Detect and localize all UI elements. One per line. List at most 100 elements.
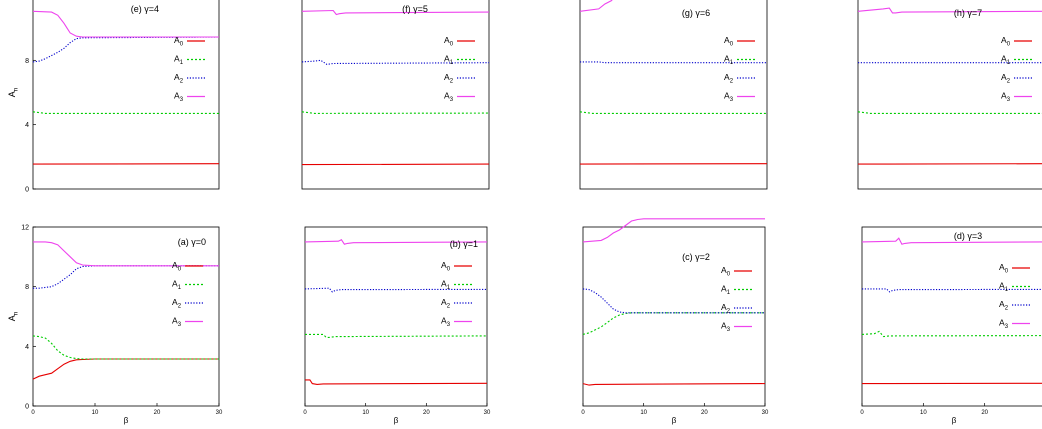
legend-entry-label: A1 bbox=[172, 279, 182, 292]
legend-entry-label: A0 bbox=[1001, 35, 1011, 48]
legend-entry-label: A2 bbox=[172, 297, 181, 310]
series-line-a0 bbox=[305, 379, 488, 385]
legend-entry-label: A0 bbox=[999, 262, 1009, 275]
x-tick-label: 10 bbox=[362, 410, 369, 416]
legend-entry-label: A2 bbox=[1001, 72, 1010, 85]
series-line-a1 bbox=[32, 111, 219, 114]
x-tick-label: 20 bbox=[701, 410, 708, 416]
series-line-a1 bbox=[301, 111, 490, 114]
y-tick-label: 12 bbox=[21, 0, 29, 1]
y-tick-label: 8 bbox=[25, 284, 29, 291]
series-line-a2 bbox=[301, 59, 490, 65]
legend-entry-label: A1 bbox=[1001, 54, 1011, 67]
series-line-a3 bbox=[582, 218, 765, 243]
panel-2: (f) γ=5 A0 A1 A2 A3 bbox=[301, 0, 490, 190]
panel-title: (g) γ=6 bbox=[682, 8, 710, 18]
series-line-a3 bbox=[304, 238, 488, 245]
legend: A0 A1 A2 A3 bbox=[724, 35, 755, 103]
legend-entry-label: A3 bbox=[724, 91, 734, 104]
series-line-a2 bbox=[304, 287, 488, 293]
series-line-a1 bbox=[305, 333, 488, 338]
series-line-a3 bbox=[32, 10, 219, 38]
legend-entry-label: A1 bbox=[721, 284, 731, 297]
plot-frame bbox=[857, 0, 1042, 190]
legend: A0 A1 A2 A3 bbox=[1001, 35, 1032, 103]
x-tick-label: 30 bbox=[216, 410, 223, 416]
legend-entry-label: A2 bbox=[441, 297, 450, 310]
legend-entry-label: A1 bbox=[444, 54, 454, 67]
series-line-a1 bbox=[861, 330, 1042, 338]
series-line-a1 bbox=[32, 335, 219, 360]
series-line-a3 bbox=[301, 9, 490, 16]
legend-entry-label: A2 bbox=[724, 72, 733, 85]
series-line-a1 bbox=[857, 111, 1042, 114]
legend-entry-label: A1 bbox=[724, 54, 734, 67]
series-line-a1 bbox=[582, 312, 765, 335]
legend-entry-label: A3 bbox=[441, 316, 451, 329]
series-line-a2 bbox=[33, 265, 219, 289]
series-line-a3 bbox=[857, 7, 1042, 14]
panel-3: (g) γ=6 A0 A1 A2 A3 bbox=[579, 0, 768, 190]
panel-4: (h) γ=7 A0 A1 A2 A3 bbox=[857, 0, 1042, 190]
x-tick-label: 0 bbox=[303, 410, 307, 416]
series-line-a1 bbox=[579, 111, 767, 114]
legend: A0 A1 A2 A3 bbox=[721, 265, 752, 333]
panel-title: (b) γ=1 bbox=[450, 239, 478, 249]
y-tick-label: 0 bbox=[25, 187, 29, 194]
panel-title: (a) γ=0 bbox=[178, 237, 206, 247]
panel-7: 0 10 20 30 β (c) γ=2 A0 A1 A2 A3 bbox=[581, 218, 769, 425]
legend-entry-label: A2 bbox=[999, 299, 1008, 312]
series-line-a3 bbox=[579, 0, 613, 12]
x-tick-label: 0 bbox=[581, 410, 585, 416]
plot-frame bbox=[32, 0, 220, 190]
x-tick-label: 20 bbox=[981, 410, 988, 416]
panel-5: 0 4 8 12 0 10 20 30 β An (a) γ=0 A0 A1 A2 A3 bbox=[7, 225, 223, 426]
legend-entry-label: A1 bbox=[999, 281, 1009, 294]
plot-frame bbox=[304, 226, 488, 407]
plot-frame bbox=[32, 226, 220, 407]
x-axis-label: β bbox=[952, 416, 957, 425]
x-axis-label: β bbox=[124, 416, 129, 425]
y-tick-label: 0 bbox=[25, 404, 29, 411]
x-tick-label: 0 bbox=[860, 410, 864, 416]
series-line-a2 bbox=[580, 61, 767, 64]
x-tick-label: 0 bbox=[31, 410, 35, 416]
plot-frame bbox=[301, 0, 490, 190]
legend: A0 A1 A2 A3 bbox=[999, 262, 1030, 330]
series-line-a3 bbox=[861, 237, 1042, 245]
y-tick-label: 8 bbox=[25, 58, 29, 65]
series-line-a3 bbox=[33, 241, 219, 267]
x-tick-label: 30 bbox=[484, 410, 491, 416]
series-line-a0 bbox=[582, 383, 766, 386]
legend-entry-label: A3 bbox=[721, 321, 731, 334]
legend-entry-label: A0 bbox=[172, 260, 182, 273]
legend-entry-label: A3 bbox=[999, 318, 1009, 331]
y-tick-label: 4 bbox=[25, 344, 29, 351]
legend-entry-label: A3 bbox=[444, 91, 454, 104]
x-tick-label: 10 bbox=[92, 410, 99, 416]
legend: A0 A1 A2 A3 bbox=[174, 35, 205, 103]
legend-entry-label: A0 bbox=[721, 265, 731, 278]
panel-title: (d) γ=3 bbox=[954, 231, 982, 241]
series-line-a2 bbox=[862, 288, 1042, 293]
x-tick-label: 20 bbox=[154, 410, 161, 416]
panel-1: 0 4 8 12 An (e) γ=4 A0 A1 A2 A3 bbox=[7, 0, 220, 194]
plot-frame bbox=[579, 0, 768, 190]
panel-title: (e) γ=4 bbox=[131, 4, 159, 14]
legend: A0 A1 A2 A3 bbox=[441, 260, 472, 328]
series-line-a0 bbox=[32, 358, 219, 380]
x-tick-label: 30 bbox=[762, 410, 769, 416]
legend-entry-label: A3 bbox=[1001, 91, 1011, 104]
legend: A0 A1 A2 A3 bbox=[444, 35, 475, 103]
legend-entry-label: A3 bbox=[172, 316, 182, 329]
panel-6: 0 10 20 30 β (b) γ=1 A0 A1 A2 A3 bbox=[303, 226, 491, 425]
x-tick-label: 10 bbox=[920, 410, 927, 416]
legend-entry-label: A2 bbox=[174, 72, 183, 85]
y-tick-label: 12 bbox=[21, 225, 29, 232]
y-axis-label: An bbox=[7, 311, 20, 321]
panel-title: (c) γ=2 bbox=[682, 252, 710, 262]
legend-entry-label: A0 bbox=[444, 35, 454, 48]
legend-entry-label: A1 bbox=[174, 54, 184, 67]
